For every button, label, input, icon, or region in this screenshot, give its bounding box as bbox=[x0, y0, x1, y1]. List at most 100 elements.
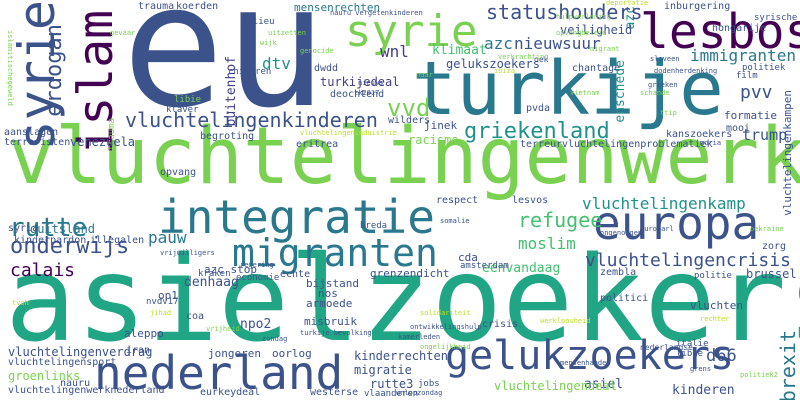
word-jobs: jobs bbox=[418, 379, 440, 389]
word-trump: trump bbox=[742, 126, 788, 144]
word-onderwijs: onderwijs bbox=[10, 234, 130, 259]
word-inburgering: inburgering bbox=[664, 1, 731, 12]
word-kinderpardon: kinderpardon bbox=[14, 235, 87, 246]
word-misbruik: misbruik bbox=[304, 315, 357, 328]
word-mooi: mooi bbox=[726, 123, 751, 134]
tiny-word: somalie bbox=[440, 217, 470, 225]
word-kanszoekers: kanszoekers bbox=[666, 129, 733, 140]
word-integratie: integratie bbox=[158, 190, 435, 244]
word-op1: op1 bbox=[158, 289, 178, 302]
tiny-word: ttip bbox=[660, 109, 677, 117]
word-gelukszoekers: gelukszoekers bbox=[446, 57, 540, 71]
word-libie: libie bbox=[174, 95, 202, 105]
tiny-word: dodenherdenking bbox=[654, 67, 718, 75]
tiny-word: uitzetten bbox=[268, 29, 306, 37]
word-jongeren: jongeren bbox=[208, 347, 261, 360]
tiny-word: zondag bbox=[262, 335, 288, 343]
word-politie: politie bbox=[694, 271, 732, 281]
tiny-word: tk2017 bbox=[354, 89, 380, 97]
word-amsterdam: amsterdam bbox=[460, 261, 509, 271]
word-pvv: pvv bbox=[740, 82, 773, 103]
word-coa: coa bbox=[186, 311, 205, 322]
word-wilders: wilders bbox=[388, 115, 431, 126]
word-armoede: armoede bbox=[306, 297, 353, 310]
word-hongarije: hongarije bbox=[712, 23, 767, 34]
word-duitsland: duitsland bbox=[30, 222, 96, 236]
word-vvd: vvd bbox=[387, 94, 431, 122]
word-kinderrechten: kinderrechten bbox=[354, 349, 448, 363]
word-chantage: chantage bbox=[572, 63, 621, 74]
word-veiligheid: veiligheid bbox=[560, 23, 633, 37]
tiny-word: europarl bbox=[640, 225, 674, 233]
word-statushouders: statushouders bbox=[486, 0, 643, 24]
word-deochtend: deochtend bbox=[330, 89, 385, 100]
word-syrie-big: syrie bbox=[345, 6, 478, 57]
word-children: children bbox=[228, 67, 272, 77]
word-trauma: trauma bbox=[138, 1, 175, 12]
tiny-word: tvoh bbox=[12, 299, 29, 307]
tiny-word: opvangbeleid bbox=[556, 29, 607, 37]
word-nos: nos bbox=[318, 287, 338, 300]
word-eurkeydeal: eurkeydeal bbox=[200, 387, 261, 398]
word-calais: calais bbox=[10, 260, 76, 281]
word-zorg: zorg bbox=[762, 241, 787, 252]
tiny-word: vrijwilligers bbox=[160, 249, 215, 257]
word-vluchtelingendeal: vluchtelingendeal bbox=[494, 379, 617, 393]
tiny-word: nauru vergetenkinderen bbox=[330, 9, 423, 17]
word-politiek: politiek bbox=[742, 63, 786, 73]
word-vluchtelingenkamp: vluchtelingenkamp bbox=[582, 194, 746, 213]
word-vluchtelingenkinderen: vluchtelingenkinderen bbox=[125, 108, 378, 132]
word-denhaag: denhaag bbox=[184, 275, 239, 290]
word-vluchtelingencrisis: vluchtelingencrisis bbox=[585, 250, 791, 271]
tiny-word: ongelijkheid bbox=[420, 343, 471, 351]
word-oorlog: oorlog bbox=[272, 347, 312, 360]
word-cda: cda bbox=[458, 251, 478, 264]
word-vlaanderen: vlaanderen bbox=[364, 389, 419, 399]
tiny-word: genocide bbox=[300, 47, 334, 55]
tiny-word: werkloosheid bbox=[540, 317, 591, 325]
tiny-word: vluchtelingeninduistrie bbox=[300, 129, 397, 137]
word-asiel: asiel bbox=[584, 377, 624, 392]
word-pauw: pauw bbox=[148, 228, 187, 247]
tiny-word: hulpverlening bbox=[556, 13, 611, 21]
tiny-word: wijk bbox=[260, 39, 277, 47]
tiny-word: wnlopzondag bbox=[396, 389, 443, 397]
word-oek: oek bbox=[534, 55, 549, 64]
word-vluchtelingenkampen: vluchtelingenkampen bbox=[781, 90, 794, 216]
word-d66: d66 bbox=[706, 346, 737, 366]
word-azc: azc bbox=[484, 34, 513, 53]
word-kraken: kraken bbox=[198, 269, 231, 279]
word-dwdd: dwdd bbox=[314, 63, 339, 74]
word-terreur: terreur bbox=[520, 139, 563, 150]
word-mensenrechten: mensenrechten bbox=[294, 1, 381, 14]
word-terroristen: terroristen bbox=[4, 137, 71, 148]
word-film: film bbox=[736, 71, 758, 81]
word-rutte3: rutte3 bbox=[370, 377, 414, 391]
word-refugee: refugee bbox=[518, 208, 603, 232]
word-nieuwsuur: nieuwsuur bbox=[514, 34, 601, 53]
word-grenzendicht: grenzendicht bbox=[370, 267, 450, 280]
word-immigranten: immigranten bbox=[690, 46, 796, 65]
word-syrische: syrische bbox=[754, 13, 798, 23]
tiny-word: turkije bevolking bbox=[300, 329, 372, 337]
word-vluchtelingenverdrag: vluchtelingenverdrag bbox=[8, 345, 153, 359]
tiny-word: solidariteit bbox=[420, 309, 471, 317]
word-brussel: brussel bbox=[746, 267, 797, 281]
word-vluchtelingenwerk: vluchtelingenwerk bbox=[8, 112, 800, 202]
word-italie: italie bbox=[676, 339, 709, 349]
tiny-word: grieken bbox=[648, 81, 678, 89]
word-nederland: nederland bbox=[94, 346, 344, 400]
word-respect: respect bbox=[436, 195, 479, 206]
word-pvda: pvda bbox=[526, 103, 551, 114]
tiny-word: deportatie bbox=[606, 0, 649, 7]
word-kinderen: kinderen bbox=[672, 383, 735, 398]
tiny-word: vrijheid bbox=[206, 325, 240, 333]
word-rutte: rutte bbox=[9, 213, 88, 243]
word-moslim: moslim bbox=[518, 234, 576, 253]
word-migranten: migranten bbox=[232, 231, 438, 275]
word-economie: economie bbox=[236, 273, 280, 283]
word-breda: breda bbox=[360, 221, 388, 231]
tiny-word: nieuws bbox=[358, 79, 384, 87]
tiny-word: schande bbox=[640, 89, 670, 97]
